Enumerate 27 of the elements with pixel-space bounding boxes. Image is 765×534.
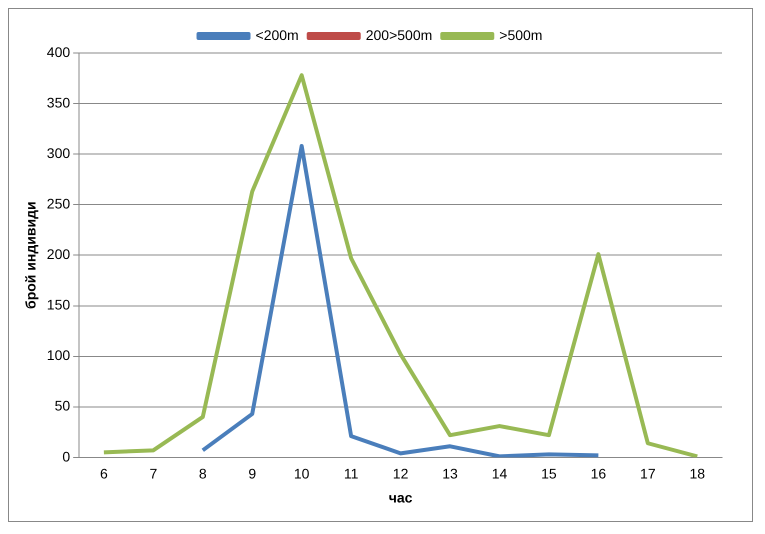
x-tick-label: 10 <box>294 466 310 482</box>
y-tick-label: 0 <box>62 448 70 464</box>
legend-label: 200>500m <box>366 26 432 43</box>
x-tick-label: 12 <box>392 466 409 482</box>
x-axis-title: час <box>388 489 413 506</box>
legend-label: >500m <box>499 26 542 43</box>
y-tick-label: 400 <box>46 44 70 60</box>
x-tick-label: 17 <box>640 466 656 482</box>
y-tick-label: 200 <box>46 246 70 262</box>
x-tick-label: 11 <box>344 466 359 482</box>
x-tick-label: 15 <box>541 466 557 482</box>
x-tick-label: 16 <box>590 466 606 482</box>
legend-label: <200m <box>256 26 299 43</box>
x-tick-label: 14 <box>492 466 508 482</box>
x-tick-label: 9 <box>248 466 256 482</box>
y-tick-label: 150 <box>46 296 70 313</box>
y-tick-label: 300 <box>46 144 70 161</box>
y-tick-label: 250 <box>46 196 70 212</box>
x-tick-label: 6 <box>100 466 108 482</box>
x-tick-label: 18 <box>689 466 706 482</box>
x-tick-label: 13 <box>442 466 458 482</box>
y-tick-label: 50 <box>54 398 70 414</box>
x-tick-label: 7 <box>149 466 158 482</box>
y-axis-title: брой индивиди <box>22 201 38 309</box>
y-tick-label: 350 <box>46 94 70 110</box>
x-tick-label: 8 <box>198 466 207 482</box>
y-tick-label: 100 <box>46 347 70 364</box>
